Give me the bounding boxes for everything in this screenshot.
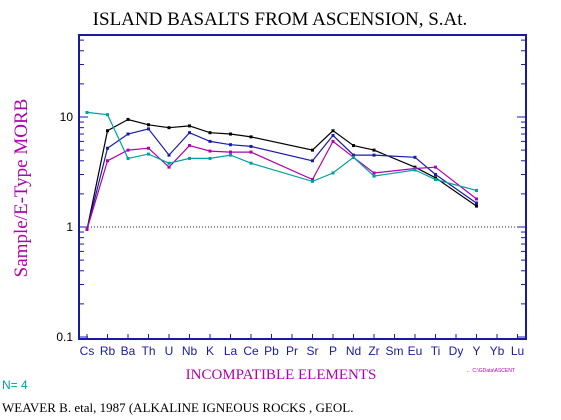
data-point [352,155,355,159]
x-tick-label: Pr [286,344,298,358]
data-point [147,152,150,156]
y-axis-label-group: Sample/E-Type MORB [11,99,32,278]
data-point [413,168,417,172]
series-line [86,128,477,230]
data-series [85,110,478,231]
data-point [249,144,253,148]
x-tick-label: Zr [368,344,379,358]
data-point [167,126,171,130]
data-point [311,178,314,182]
data-point [372,171,376,175]
data-point [208,139,212,143]
data-point [311,179,314,183]
data-point [126,132,130,136]
data-point [249,135,253,139]
x-tick-label: La [224,344,238,358]
data-point [208,149,212,153]
data-point [311,159,314,163]
data-point [106,129,109,133]
data-point [434,178,437,182]
data-point [147,123,150,127]
x-tick-label: Sr [307,344,319,358]
file-path-label: ← C:\GData\ASCENT [466,368,515,374]
data-point [372,174,376,178]
data-point [188,156,191,160]
data-point [331,129,335,133]
data-point [106,146,109,150]
data-point [229,150,232,154]
data-point [229,143,232,147]
x-tick-label: U [165,344,174,358]
x-tick-label: Th [141,344,155,358]
series-line [86,111,477,191]
data-point [331,171,335,175]
x-tick-label: Cs [80,344,95,358]
data-point [147,146,150,150]
chart-title: ISLAND BASALTS FROM ASCENSION, S.At. [93,9,468,30]
x-axis-label: INCOMPATIBLE ELEMENTS [186,367,377,383]
data-point [475,188,478,192]
data-point [167,165,171,169]
x-tick-label: Sm [386,344,404,358]
data-point [188,131,191,135]
data-point [475,201,478,205]
data-point [208,156,212,160]
x-tick-label: Yb [490,344,505,358]
data-point [229,153,232,157]
data-point [85,110,89,114]
data-point [311,148,314,152]
data-point [475,197,478,201]
source-citation: WEAVER B. etal, 1987 (ALKALINE IGNEOUS R… [2,400,353,415]
data-point [331,139,335,143]
data-point [188,144,191,148]
x-tick-label: Ba [121,344,136,358]
x-tick-label: Nb [182,344,198,358]
data-point [413,155,417,159]
data-point [372,148,376,152]
x-tick-label: Nd [346,344,361,358]
data-point [229,132,232,136]
data-point [352,144,355,148]
data-point [126,156,130,160]
data-point [372,153,376,157]
y-tick-label: 0.1 [56,330,73,344]
x-tick-label: K [206,344,214,358]
x-tick-label: Dy [449,344,464,358]
data-point [331,133,335,137]
data-point [85,227,89,231]
data-point [352,153,355,157]
y-tick-label: 1 [66,220,73,234]
data-point [434,165,437,169]
x-tick-label: Y [472,344,480,358]
axis-ticks: Cs Rb Ba Th U Nb K La Ce Pb Pr Sr P Nd Zr Sm Eu Ti Dy Y Yb Lu… [56,39,526,358]
data-point [475,204,478,208]
x-tick-label: Eu [408,344,423,358]
data-point [188,124,191,128]
data-point [208,131,212,135]
x-tick-label: Ce [243,344,259,358]
y-tick-label: 10 [60,110,74,124]
data-point [249,161,253,165]
data-point [126,117,130,121]
data-point [106,113,109,117]
data-point [249,150,253,154]
series-line [86,140,477,230]
data-point [167,153,171,157]
data-point [106,159,109,163]
y-axis-label: Sample/E-Type MORB [11,99,32,278]
plot-frame [78,34,527,340]
x-tick-label: Rb [100,344,116,358]
data-point [434,173,437,177]
sample-count-label: N= 4 [2,378,28,392]
data-point [167,161,171,165]
x-tick-label: Lu [511,344,524,358]
data-point [126,148,130,152]
data-point [434,176,437,180]
data-point [147,127,150,131]
x-tick-label: P [329,344,337,358]
x-tick-label: Pb [264,344,279,358]
x-tick-label: Ti [431,344,441,358]
series-line [86,118,477,230]
